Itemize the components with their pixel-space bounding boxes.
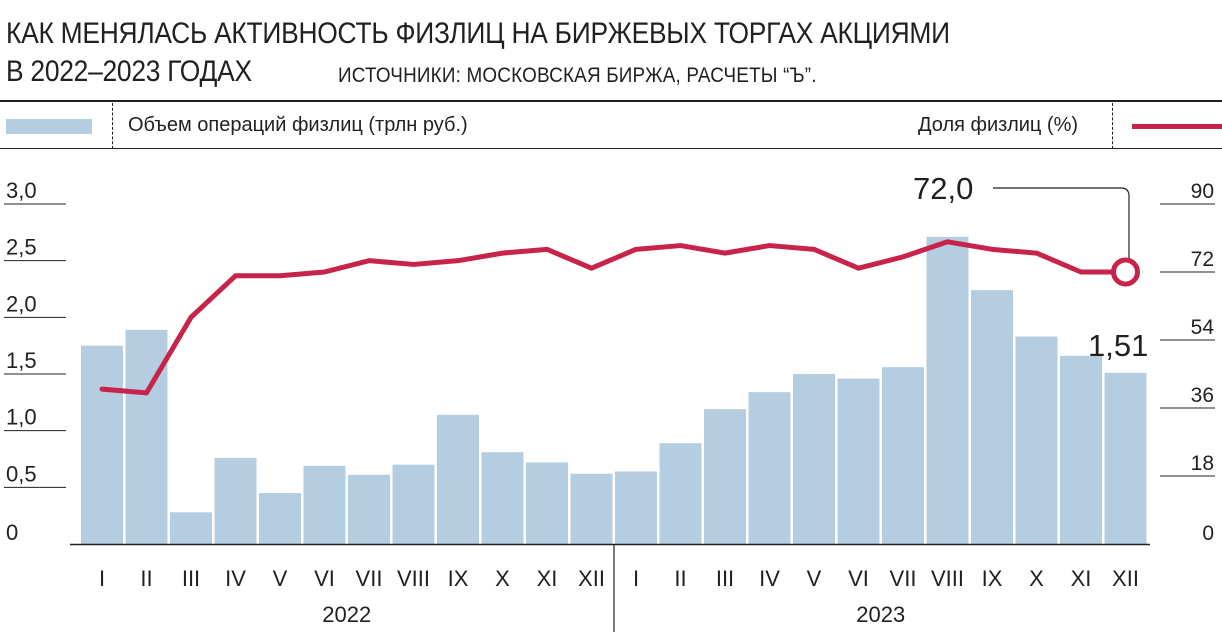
volume-bar: [170, 512, 212, 544]
share-line: [99, 239, 1128, 396]
chart-title-line1: КАК МЕНЯЛАСЬ АКТИВНОСТЬ ФИЗЛИЦ НА БИРЖЕВ…: [6, 17, 950, 50]
volume-bar: [659, 443, 702, 544]
x-axis-month-label: V: [807, 566, 822, 591]
left-axis-tick-label: 1,5: [6, 348, 37, 373]
x-axis-month-label: VII: [356, 566, 383, 591]
volume-bar: [437, 414, 479, 544]
x-axis-month-label: IX: [982, 566, 1003, 591]
right-axis-tick-label: 90: [1191, 180, 1214, 203]
volume-bar: [259, 493, 301, 544]
annotation-share-last: 72,0: [913, 171, 973, 206]
legend-divider: [0, 148, 1222, 149]
volume-bar: [1104, 372, 1147, 544]
volume-bar: [704, 409, 746, 544]
x-axis-month-label: VIII: [397, 566, 430, 591]
right-axis-tick-label: 72: [1191, 248, 1214, 271]
x-axis-month-label: IV: [225, 566, 246, 591]
volume-bar: [615, 471, 657, 544]
x-axis-month-label: I: [633, 566, 639, 591]
volume-bar: [926, 236, 969, 544]
right-axis-tick-label: 36: [1191, 384, 1214, 407]
annotation-volume-last: 1,51: [1088, 328, 1148, 363]
x-axis-month-label: II: [674, 566, 686, 591]
header-divider: [0, 100, 1222, 102]
volume-bar: [481, 452, 524, 544]
x-axis-month-label: VI: [314, 566, 335, 591]
legend-bar-label: Объем операций физлиц (трлн руб.): [128, 114, 468, 136]
x-axis-month-label: IV: [759, 566, 780, 591]
x-axis-month-label: IX: [448, 566, 469, 591]
chart-title-line2: В 2022–2023 ГОДАХ: [6, 55, 252, 88]
legend-line-label: Доля физлиц (%): [918, 114, 1079, 136]
volume-bar: [837, 378, 880, 544]
x-axis-month-label: XII: [1112, 566, 1139, 591]
x-axis-year-label: 2023: [856, 602, 905, 627]
x-axis-month-label: III: [716, 566, 734, 591]
volume-bar: [303, 465, 346, 544]
legend-bar-swatch: [6, 119, 92, 134]
share-end-marker: [1111, 257, 1140, 287]
volume-bar: [125, 329, 168, 544]
right-axis-tick-label: 54: [1191, 316, 1215, 339]
left-axis-tick-label: 3,0: [6, 178, 37, 203]
volume-bar: [81, 345, 123, 544]
x-axis-month-label: VII: [890, 566, 917, 591]
left-axis-tick-label: 2,5: [6, 235, 37, 260]
left-axis-tick-label: 1,0: [6, 405, 37, 430]
x-axis-month-label: XI: [537, 566, 558, 591]
x-axis-month-label: II: [140, 566, 152, 591]
x-axis-month-label: X: [1029, 566, 1044, 591]
right-axis-tick-label: 0: [1202, 522, 1214, 545]
left-axis-tick-label: 0,5: [6, 461, 37, 486]
x-axis-month-label: VI: [848, 566, 869, 591]
legend-separator-left: [112, 103, 113, 149]
legend-line-swatch: [1132, 124, 1222, 129]
x-axis-month-label: XII: [578, 566, 605, 591]
volume-bar: [570, 473, 613, 544]
right-axis-tick-label: 18: [1191, 452, 1214, 475]
volume-bar: [793, 374, 835, 544]
x-axis-month-label: I: [99, 566, 105, 591]
x-axis-month-label: XI: [1071, 566, 1092, 591]
volume-bar: [882, 367, 924, 544]
volume-bar: [526, 462, 568, 544]
x-axis-month-label: V: [273, 566, 288, 591]
volume-bar: [348, 474, 390, 544]
volume-bar: [214, 457, 257, 544]
x-axis-month-label: X: [495, 566, 510, 591]
volume-bar: [1015, 336, 1058, 544]
x-axis-month-label: III: [182, 566, 200, 591]
left-axis-tick-label: 0: [6, 520, 18, 545]
x-axis-month-label: VIII: [931, 566, 964, 591]
volume-bar: [1060, 355, 1102, 544]
x-axis-year-label: 2022: [322, 602, 371, 627]
annotation-leader-line: [993, 187, 1130, 258]
legend-separator-right: [1112, 103, 1113, 149]
left-axis-tick-label: 2,0: [6, 291, 37, 316]
source-note: ИСТОЧНИКИ: МОСКОВСКАЯ БИРЖА, РАСЧЕТЫ “Ъ”…: [338, 64, 817, 87]
volume-bar: [971, 290, 1013, 544]
volume-bar: [748, 392, 791, 544]
volume-bar: [392, 464, 435, 544]
